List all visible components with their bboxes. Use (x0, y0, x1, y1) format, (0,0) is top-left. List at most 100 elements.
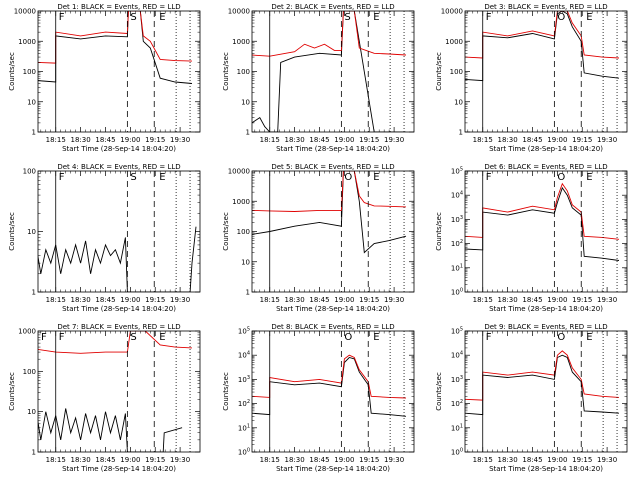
marker-label: F (59, 12, 65, 23)
y-tick-label: 101 (451, 263, 463, 272)
y-axis-label: Counts/sec (222, 212, 230, 251)
x-axis-label: Start Time (28-Sep-14 18:04:20) (276, 465, 390, 473)
series-line-lld (465, 350, 620, 401)
y-tick-label: 100 (451, 448, 463, 457)
y-tick-label: 105 (451, 327, 463, 336)
marker-label: S (130, 12, 136, 23)
y-axis-label: Counts/sec (8, 212, 16, 251)
y-tick-label: 10 (241, 258, 250, 266)
x-tick-label: 19:30 (384, 296, 404, 304)
x-tick-label: 19:00 (334, 136, 354, 144)
x-tick-label: 19:30 (597, 136, 617, 144)
series-line-lld (252, 171, 407, 212)
axes-frame (464, 330, 628, 453)
chart-title: Det 3: BLACK = Events, RED = LLD (484, 3, 607, 11)
series-line-lld (252, 354, 407, 399)
series-line-events (38, 226, 197, 292)
x-tick-label: 19:00 (120, 296, 140, 304)
y-tick-label: 10000 (441, 8, 463, 16)
x-axis-label: Start Time (28-Sep-14 18:04:20) (62, 145, 176, 153)
y-tick-label: 10 (27, 98, 36, 106)
x-tick-label: 18:45 (95, 296, 115, 304)
x-tick-label: 19:15 (572, 296, 592, 304)
series-line-events (38, 11, 193, 84)
y-tick-label: 102 (451, 399, 463, 408)
y-tick-label: 101 (451, 423, 463, 432)
y-axis-label: Counts/sec (435, 52, 443, 91)
x-tick-label: 18:45 (522, 296, 542, 304)
y-tick-label: 100 (23, 368, 36, 376)
x-tick-label: 19:15 (572, 136, 592, 144)
chart-title: Det 9: BLACK = Events, RED = LLD (484, 323, 607, 331)
series-line-events (465, 11, 620, 82)
y-tick-label: 1000 (445, 38, 463, 46)
x-tick-label: 18:30 (71, 296, 91, 304)
x-tick-label: 18:15 (46, 456, 66, 464)
y-tick-label: 100 (23, 168, 36, 176)
y-tick-label: 100 (451, 288, 463, 297)
y-tick-label: 10 (27, 408, 36, 416)
x-tick-label: 19:30 (597, 296, 617, 304)
y-tick-label: 100 (237, 68, 250, 76)
y-tick-label: 100 (238, 448, 250, 457)
marker-label: O (557, 12, 565, 23)
x-tick-label: 19:30 (170, 456, 190, 464)
marker-label: S (130, 172, 136, 183)
marker-label: E (586, 12, 592, 23)
marker-label: O (344, 332, 352, 343)
marker-label: S (130, 332, 136, 343)
marker-label: F (486, 172, 492, 183)
x-axis-label: Start Time (28-Sep-14 18:04:20) (489, 305, 603, 313)
series-line-events (465, 186, 620, 261)
series-line-events (252, 356, 407, 417)
marker-label: S (344, 12, 350, 23)
x-axis-label: Start Time (28-Sep-14 18:04:20) (62, 305, 176, 313)
x-tick-label: 19:00 (120, 456, 140, 464)
y-tick-label: 10000 (228, 168, 250, 176)
axes-frame (464, 170, 628, 293)
x-tick-label: 18:30 (285, 456, 305, 464)
x-tick-label: 19:30 (384, 136, 404, 144)
y-axis-label: Counts/sec (8, 372, 16, 411)
x-tick-label: 18:30 (498, 296, 518, 304)
series-line-lld (38, 11, 193, 64)
y-tick-label: 1 (32, 449, 36, 457)
y-tick-label: 102 (451, 239, 463, 248)
y-tick-label: 1 (246, 289, 250, 297)
y-tick-label: 104 (451, 191, 463, 200)
x-tick-label: 18:15 (260, 296, 280, 304)
x-axis-label: Start Time (28-Sep-14 18:04:20) (276, 145, 390, 153)
x-tick-label: 18:15 (473, 296, 493, 304)
x-tick-label: 19:15 (145, 296, 165, 304)
chart-title: Det 8: BLACK = Events, RED = LLD (271, 323, 394, 331)
marker-label: F (41, 332, 47, 343)
marker-label: F (59, 172, 65, 183)
axes-frame (464, 10, 628, 133)
y-tick-label: 105 (238, 327, 250, 336)
series-line-events (465, 354, 620, 416)
x-tick-label: 18:30 (498, 136, 518, 144)
marker-label: E (586, 332, 592, 343)
y-tick-label: 10000 (228, 8, 250, 16)
series-line-lld (465, 182, 620, 240)
series-line-lld (465, 11, 620, 59)
axes-frame (251, 10, 415, 133)
marker-label: F (486, 332, 492, 343)
marker-label: E (159, 332, 165, 343)
marker-label: F (486, 12, 492, 23)
y-axis-label: Counts/sec (222, 52, 230, 91)
y-tick-label: 102 (238, 399, 250, 408)
x-tick-label: 18:15 (260, 456, 280, 464)
axes-frame (37, 10, 201, 133)
x-tick-label: 19:15 (359, 296, 379, 304)
chart-title: Det 7: BLACK = Events, RED = LLD (57, 323, 180, 331)
chart-title: Det 1: BLACK = Events, RED = LLD (57, 3, 180, 11)
y-tick-label: 1000 (18, 328, 36, 336)
x-tick-label: 18:15 (46, 136, 66, 144)
axes-frame (251, 330, 415, 453)
x-tick-label: 18:45 (95, 456, 115, 464)
